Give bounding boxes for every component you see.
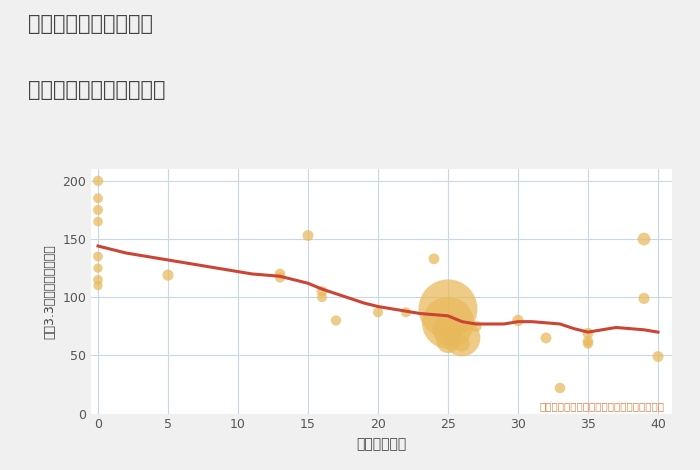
Point [540, 334, 552, 342]
Text: 兵庫県西宮市大島町の: 兵庫県西宮市大島町の [28, 14, 153, 34]
Point [316, 288, 328, 295]
Point [274, 270, 286, 278]
Point [554, 384, 566, 392]
X-axis label: 築年数（年）: 築年数（年） [356, 437, 407, 451]
Point [582, 329, 594, 337]
Point [470, 322, 482, 330]
Text: 円の大きさは、取引のあった物件面積を示す: 円の大きさは、取引のあった物件面積を示す [540, 401, 665, 411]
Point [456, 334, 468, 342]
Point [638, 295, 650, 302]
Point [442, 326, 454, 334]
Point [302, 232, 314, 239]
Point [428, 255, 440, 263]
Y-axis label: 坪（3.3㎡）単価（万円）: 坪（3.3㎡）単価（万円） [43, 244, 57, 339]
Point [92, 264, 104, 272]
Point [316, 293, 328, 301]
Point [92, 195, 104, 202]
Point [372, 309, 384, 316]
Point [652, 353, 664, 360]
Point [400, 309, 412, 316]
Point [442, 337, 454, 345]
Point [92, 218, 104, 225]
Point [582, 337, 594, 345]
Text: 築年数別中古戸建て価格: 築年数別中古戸建て価格 [28, 80, 165, 100]
Point [582, 340, 594, 347]
Point [162, 271, 174, 279]
Point [274, 274, 286, 281]
Point [442, 305, 454, 313]
Point [638, 235, 650, 243]
Point [92, 276, 104, 283]
Point [330, 317, 342, 324]
Point [92, 206, 104, 214]
Point [92, 253, 104, 260]
Point [92, 177, 104, 185]
Point [456, 340, 468, 347]
Point [92, 282, 104, 290]
Point [512, 317, 524, 324]
Point [442, 319, 454, 327]
